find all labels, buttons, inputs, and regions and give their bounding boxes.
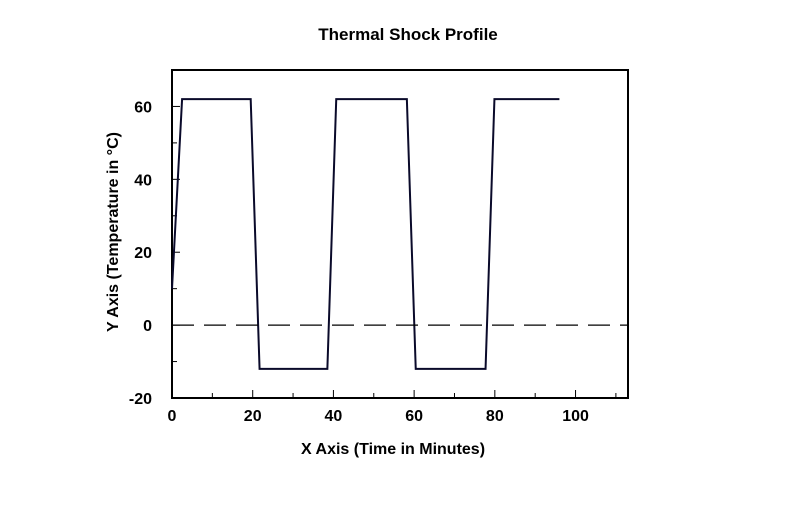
y-tick-label: 40	[134, 172, 152, 189]
y-tick-label: 60	[134, 99, 152, 116]
y-tick-label: -20	[129, 391, 152, 408]
y-axis: -20 0 20 40 60	[129, 69, 180, 408]
plot-frame	[171, 69, 629, 399]
temperature-profile-line	[171, 98, 560, 370]
y-tick-label: 0	[143, 318, 152, 335]
chart-title: Thermal Shock Profile	[318, 25, 498, 44]
x-axis-label: X Axis (Time in Minutes)	[301, 441, 485, 458]
x-tick-label: 40	[325, 408, 343, 425]
x-tick-label: 100	[562, 408, 589, 425]
y-axis-label: Y Axis (Temperature in °C)	[105, 132, 122, 332]
x-axis: 0 20 40 60 80 100	[168, 390, 617, 425]
plot-area: 0 20 40 60 80 100 -20 0 20 40 60	[129, 69, 629, 425]
series-layer	[171, 98, 628, 370]
y-tick-label: 20	[134, 245, 152, 262]
x-tick-label: 60	[405, 408, 423, 425]
x-tick-label: 0	[168, 408, 177, 425]
x-tick-label: 80	[486, 408, 504, 425]
x-tick-label: 20	[244, 408, 262, 425]
